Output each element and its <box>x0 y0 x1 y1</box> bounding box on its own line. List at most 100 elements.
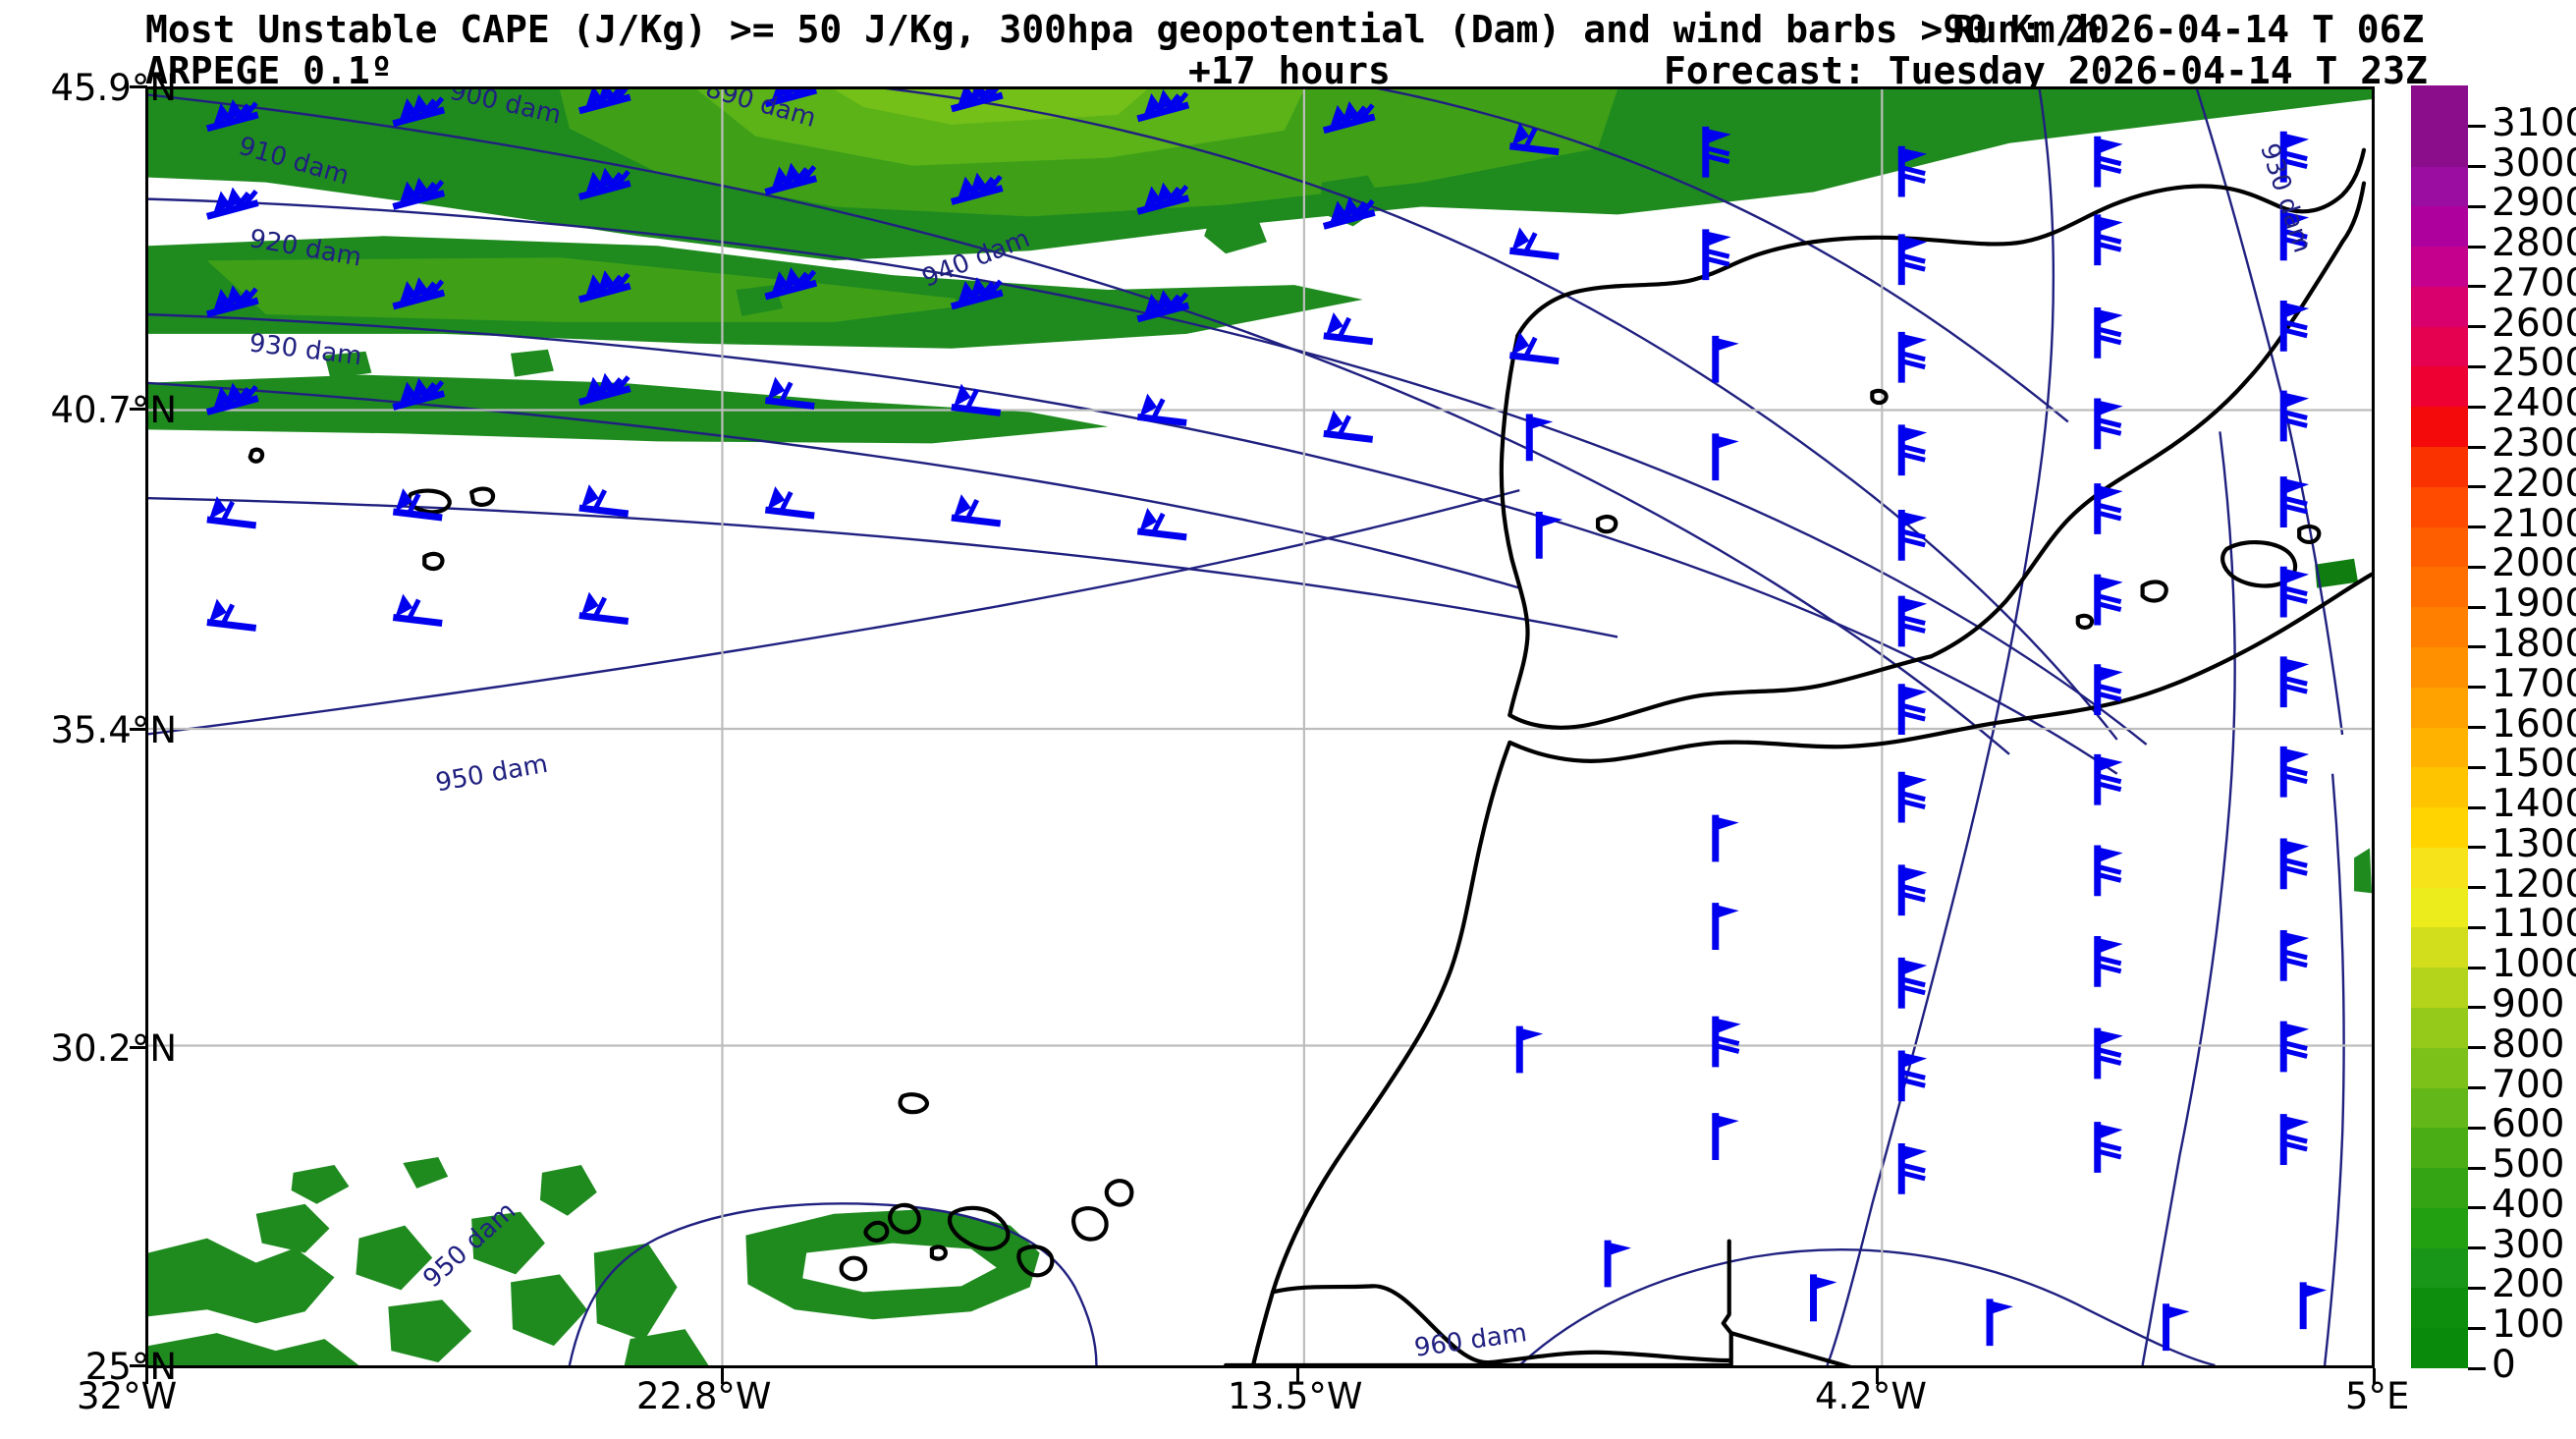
colorbar-segment <box>2411 1086 2468 1129</box>
colorbar-tick <box>2468 966 2486 969</box>
colorbar-tick <box>2468 1366 2486 1370</box>
x-axis-tick <box>145 1368 148 1384</box>
island-canary-tenerife <box>947 1205 1011 1251</box>
colorbar-tick <box>2468 1006 2486 1010</box>
colorbar-tick-label: 2300 <box>2492 421 2576 467</box>
cape-region-north-light3 <box>834 89 1148 125</box>
y-tick-label-1: 40.7°N <box>50 389 177 431</box>
contour-945dam <box>148 497 1618 638</box>
island-canary-lapalma <box>888 1202 921 1235</box>
colorbar-segment <box>2411 686 2468 728</box>
colorbar-segment <box>2411 886 2468 928</box>
island-small-1 <box>1595 515 1618 534</box>
forecast-hour-label: +17 hours <box>1188 49 1391 92</box>
colorbar-segment <box>2411 526 2468 568</box>
x-tick-label-3: 4.2°W <box>1815 1375 1927 1417</box>
colorbar-tick-label: 900 <box>2492 981 2565 1026</box>
contour-label: 930 dam <box>2254 139 2317 256</box>
island-selvagens <box>469 486 496 507</box>
colorbar-tick <box>2468 886 2486 890</box>
colorbar-tick <box>2468 165 2486 169</box>
colorbar-segment <box>2411 646 2468 688</box>
colorbar-tick-label: 2600 <box>2492 301 2576 346</box>
colorbar-tick <box>2468 1246 2486 1250</box>
border-western-sahara-vertical <box>1721 1239 1733 1365</box>
colorbar-segment <box>2411 766 2468 808</box>
coastline-morocco-north <box>1507 572 2372 763</box>
cape-patch-algeria-1 <box>2315 558 2359 588</box>
colorbar-segment <box>2411 286 2468 327</box>
island-canary-fuerte <box>1071 1206 1109 1242</box>
cape-patch-f <box>511 349 554 377</box>
colorbar-tick-label: 100 <box>2492 1302 2565 1348</box>
colorbar-tick-label: 600 <box>2492 1102 2565 1147</box>
colorbar-tick-label: 3000 <box>2492 140 2576 186</box>
y-tick-label-2: 35.4°N <box>50 709 177 751</box>
island-canary-hierro <box>839 1255 868 1282</box>
colorbar-tick-label: 2700 <box>2492 260 2576 305</box>
colorbar-tick-label: 500 <box>2492 1142 2565 1188</box>
colorbar-tick-label: 2100 <box>2492 501 2576 546</box>
colorbar-segment <box>2411 726 2468 768</box>
map-canvas: 900 dam 890 dam 910 dam 920 dam 930 dam 930 d… <box>148 89 2372 1365</box>
colorbar-tick <box>2468 846 2486 850</box>
colorbar-tick-label: 3100 <box>2492 100 2576 145</box>
coastline-pyrenees-corner <box>2339 181 2367 245</box>
colorbar-segment <box>2411 1046 2468 1088</box>
island-azores-1 <box>247 447 265 464</box>
y-axis-tick <box>130 1046 147 1049</box>
colorbar-tick <box>2468 805 2486 809</box>
cape-region-sw-5 <box>388 1300 472 1363</box>
colorbar-tick-label: 1300 <box>2492 821 2576 866</box>
island-balearic-menorca <box>2297 525 2322 544</box>
map-plot-area[interactable]: 900 dam 890 dam 910 dam 920 dam 930 dam 930 d… <box>145 86 2375 1368</box>
island-alboran <box>2075 613 2095 631</box>
colorbar-segment <box>2411 806 2468 848</box>
coastline-morocco-west <box>1250 740 1512 1365</box>
colorbar-tick <box>2468 405 2486 409</box>
colorbar-tick <box>2468 1206 2486 1210</box>
colorbar-segment <box>2411 446 2468 487</box>
cape-colorbar[interactable]: 0100200300400500600700800900100011001200… <box>2411 85 2576 1387</box>
colorbar-segment <box>2411 1127 2468 1169</box>
colorbar-segment <box>2411 926 2468 969</box>
colorbar-tick-label: 2400 <box>2492 381 2576 426</box>
colorbar-tick <box>2468 1286 2486 1290</box>
x-tick-label-4: 5°E <box>2345 1375 2410 1417</box>
colorbar-tick <box>2468 565 2486 569</box>
contour-900dam <box>884 89 2118 741</box>
colorbar-segment <box>2411 847 2468 888</box>
island-canary-lanzarote <box>1104 1179 1134 1207</box>
contour-label-layer: 900 dam 890 dam 910 dam 920 dam 930 dam 930 d… <box>236 89 2318 1363</box>
cape-region-sw-1 <box>148 1238 335 1324</box>
contour-label: 940 dam <box>918 224 1034 294</box>
colorbar-gradient <box>2411 85 2468 1368</box>
colorbar-tick <box>2468 285 2486 289</box>
colorbar-tick-label: 200 <box>2492 1262 2565 1307</box>
colorbar-tick-label: 300 <box>2492 1222 2565 1267</box>
cape-region-sw-9 <box>403 1156 449 1189</box>
contour-label: 960 dam <box>1412 1318 1528 1363</box>
colorbar-tick-label: 0 <box>2492 1343 2516 1387</box>
contour-label: 890 dam <box>702 89 819 134</box>
colorbar-tick-label: 2500 <box>2492 341 2576 386</box>
colorbar-tick <box>2468 765 2486 769</box>
x-tick-label-1: 22.8°W <box>636 1375 772 1417</box>
y-tick-label-0: 45.9°N <box>50 67 177 109</box>
grid-layer <box>148 89 2372 1365</box>
colorbar-segment <box>2411 967 2468 1008</box>
contour-890dam <box>1376 89 2069 423</box>
border-western-sahara-top <box>1270 1284 1731 1365</box>
island-small-atl <box>422 551 445 572</box>
x-tick-label-2: 13.5°W <box>1228 1375 1363 1417</box>
contour-label: 920 dam <box>247 224 364 272</box>
cape-patch-algeria-2 <box>2354 848 2372 894</box>
page-title: Most Unstable CAPE (J/Kg) >= 50 J/Kg, 30… <box>145 8 2101 51</box>
model-label: ARPEGE 0.1º <box>145 49 393 92</box>
island-canary-grancanaria <box>1016 1245 1055 1278</box>
contour-label: 950 dam <box>417 1196 521 1294</box>
contour-label: 900 dam <box>447 89 564 131</box>
y-axis-tick <box>130 1364 147 1367</box>
colorbar-tick <box>2468 526 2486 529</box>
